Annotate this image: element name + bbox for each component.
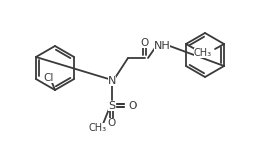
Text: S: S <box>108 101 116 111</box>
Text: O: O <box>128 101 136 111</box>
Text: CH₃: CH₃ <box>194 48 212 58</box>
Text: NH: NH <box>154 41 170 51</box>
Text: CH₃: CH₃ <box>89 123 107 133</box>
Text: O: O <box>128 101 136 111</box>
Text: Cl: Cl <box>44 73 54 83</box>
Text: O: O <box>141 38 149 48</box>
Text: N: N <box>108 76 116 86</box>
Text: Cl: Cl <box>200 48 210 58</box>
Text: O: O <box>108 118 116 128</box>
